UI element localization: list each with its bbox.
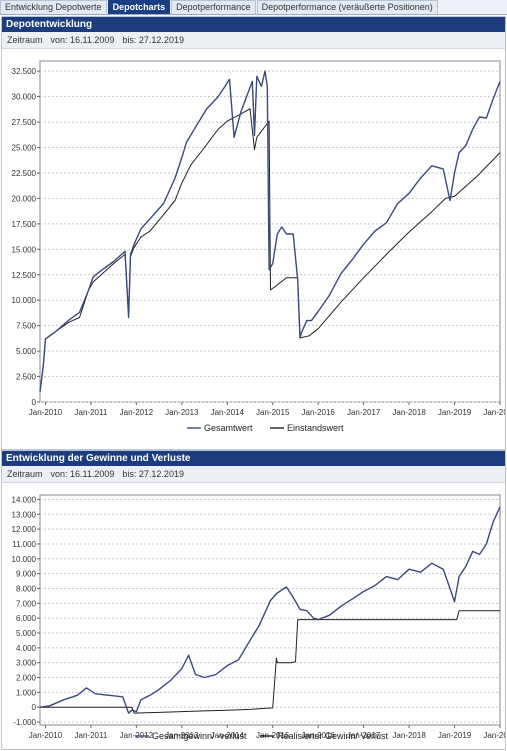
- x-tick-label: Jan-2016: [302, 731, 336, 740]
- x-tick-label: Jan-2010: [29, 408, 63, 417]
- period-bar: Zeitraum von: 16.11.2009 bis: 27.12.2019: [2, 32, 505, 49]
- x-tick-label: Jan-2020: [483, 408, 505, 417]
- x-tick-label: Jan-2018: [392, 731, 426, 740]
- period-to: bis: 27.12.2019: [122, 35, 184, 45]
- x-tick-label: Jan-2010: [29, 731, 63, 740]
- y-tick-label: 13.000: [12, 510, 37, 519]
- series-line-1: [40, 610, 500, 714]
- period-from: von: 16.11.2009: [50, 35, 115, 45]
- x-tick-label: Jan-2011: [75, 408, 108, 417]
- x-tick-label: Jan-2013: [165, 731, 199, 740]
- x-tick-label: Jan-2018: [392, 408, 426, 417]
- legend-label: Gesamtwert: [204, 423, 253, 433]
- y-tick-label: 7.500: [16, 322, 37, 331]
- y-tick-label: 12.500: [12, 271, 37, 280]
- period-label: Zeitraum: [7, 35, 43, 45]
- legend-label: Gesamtgewinn/ -verlust: [152, 731, 247, 741]
- y-tick-label: 27.500: [12, 118, 37, 127]
- x-tick-label: Jan-2019: [438, 408, 472, 417]
- y-tick-label: 11.000: [12, 540, 36, 549]
- x-tick-label: Jan-2020: [483, 731, 505, 740]
- y-tick-label: 25.000: [12, 144, 37, 153]
- y-tick-label: 12.000: [12, 525, 37, 534]
- y-tick-label: 22.500: [12, 169, 37, 178]
- legend-label: Realisierter Gewinn/ Verlust: [277, 731, 389, 741]
- chart-tabs: Entwicklung Depotwerte Depotcharts Depot…: [0, 0, 507, 15]
- y-tick-label: 5.000: [16, 629, 37, 638]
- y-tick-label: 0: [32, 703, 37, 712]
- y-tick-label: 8.000: [16, 584, 37, 593]
- x-tick-label: Jan-2015: [256, 408, 290, 417]
- y-tick-label: 5.000: [16, 347, 37, 356]
- y-tick-label: 7.000: [16, 599, 37, 608]
- panel-depotentwicklung: Depotentwicklung Zeitraum von: 16.11.2009…: [1, 16, 507, 450]
- y-tick-label: 17.500: [12, 220, 37, 229]
- y-tick-label: 14.000: [12, 495, 37, 504]
- tab-depotperformance[interactable]: Depotperformance: [171, 0, 256, 14]
- series-line-0: [39, 506, 501, 714]
- y-tick-label: 32.500: [12, 67, 37, 76]
- y-tick-label: 1.000: [16, 688, 37, 697]
- tab-depotperformance-veraeusserte[interactable]: Depotperformance (veräußerte Positionen): [256, 0, 438, 14]
- y-tick-label: 6.000: [16, 614, 37, 623]
- y-tick-label: 2.500: [16, 373, 37, 382]
- y-tick-label: 10.000: [12, 555, 37, 564]
- gewinne-verluste-chart: -1.000 0 1.000 2.000 3.000 4.000 5.000 6.000 7.0…: [12, 494, 507, 741]
- plot-area: [39, 494, 501, 726]
- y-tick-label: 30.000: [12, 93, 37, 102]
- y-tick-label: 15.000: [12, 245, 37, 254]
- tab-depotcharts[interactable]: Depotcharts: [107, 0, 171, 14]
- panel-title: Depotentwicklung: [2, 17, 505, 32]
- x-tick-label: Jan-2014: [211, 408, 245, 417]
- y-tick-label: 2.000: [16, 674, 37, 683]
- period-label: Zeitraum: [7, 469, 43, 479]
- period-bar: Zeitraum von: 16.11.2009 bis: 27.12.2019: [2, 466, 505, 483]
- y-tick-label: 3.000: [16, 659, 37, 668]
- y-tick-label: -1.000: [13, 718, 36, 727]
- y-tick-label: 9.000: [16, 570, 37, 579]
- series-line-0: [39, 70, 501, 392]
- depotentwicklung-chart: 0 2.500 5.000 7.500 10.000 12.500 15.000 17.500…: [12, 60, 507, 433]
- x-tick-label: Jan-2011: [75, 731, 108, 740]
- x-tick-label: Jan-2017: [347, 408, 381, 417]
- tab-entwicklung-depotwerte[interactable]: Entwicklung Depotwerte: [0, 0, 107, 14]
- legend-label: Einstandswert: [287, 423, 344, 433]
- x-tick-label: Jan-2014: [211, 731, 245, 740]
- y-tick-label: 10.000: [12, 296, 37, 305]
- x-tick-label: Jan-2016: [302, 408, 336, 417]
- series-line-1: [39, 108, 501, 392]
- panel-title: Entwicklung der Gewinne und Verluste: [2, 451, 505, 466]
- period-to: bis: 27.12.2019: [122, 469, 184, 479]
- y-tick-label: 0: [32, 398, 37, 407]
- period-from: von: 16.11.2009: [50, 469, 115, 479]
- y-tick-label: 4.000: [16, 644, 37, 653]
- x-tick-label: Jan-2013: [165, 408, 199, 417]
- y-tick-label: 20.000: [12, 194, 37, 203]
- x-tick-label: Jan-2019: [438, 731, 472, 740]
- x-tick-label: Jan-2012: [120, 408, 154, 417]
- x-tick-label: Jan-2017: [347, 731, 381, 740]
- panel-gewinne-verluste: Entwicklung der Gewinne und Verluste Zei…: [1, 450, 507, 750]
